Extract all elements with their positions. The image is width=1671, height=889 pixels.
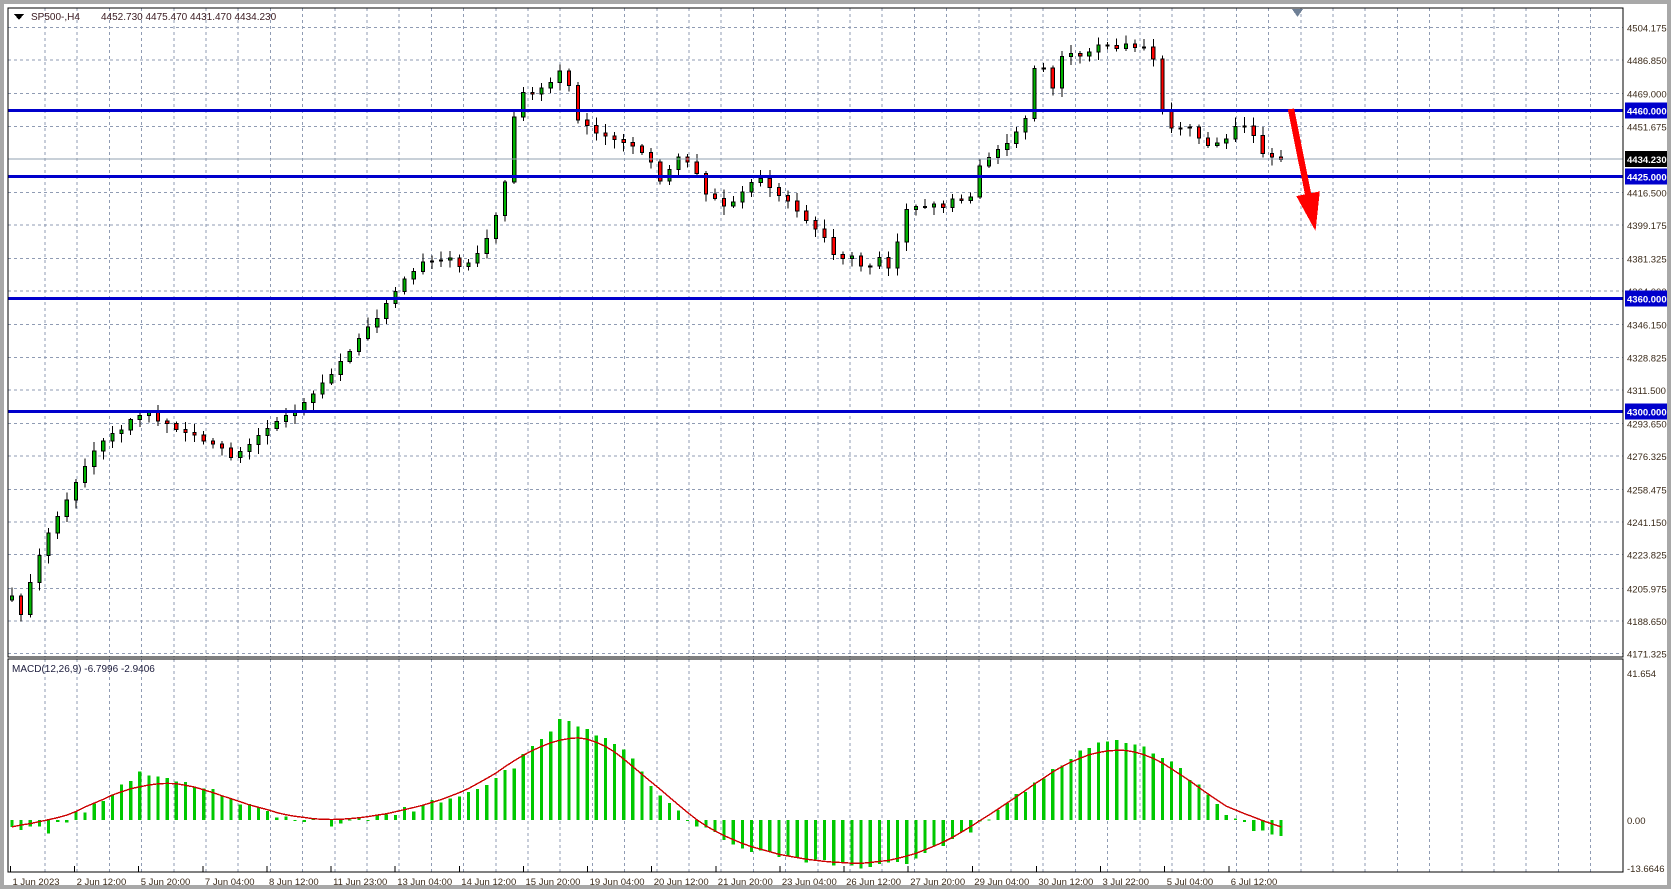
svg-text:4360.000: 4360.000 bbox=[1627, 295, 1667, 306]
svg-text:1 Jun 2023: 1 Jun 2023 bbox=[13, 877, 60, 885]
svg-text:-13.6646: -13.6646 bbox=[1627, 864, 1665, 875]
svg-text:5 Jun 20:00: 5 Jun 20:00 bbox=[141, 877, 191, 885]
svg-text:27 Jun 20:00: 27 Jun 20:00 bbox=[910, 877, 965, 885]
svg-text:4300.000: 4300.000 bbox=[1627, 407, 1667, 418]
svg-text:4504.175: 4504.175 bbox=[1627, 24, 1667, 35]
svg-text:2 Jun 12:00: 2 Jun 12:00 bbox=[77, 877, 127, 885]
svg-text:4416.500: 4416.500 bbox=[1627, 188, 1667, 199]
svg-text:4188.650: 4188.650 bbox=[1627, 617, 1667, 628]
svg-text:0.00: 0.00 bbox=[1627, 816, 1646, 827]
svg-text:4381.325: 4381.325 bbox=[1627, 255, 1667, 266]
svg-text:4311.500: 4311.500 bbox=[1627, 386, 1666, 397]
svg-text:30 Jun 12:00: 30 Jun 12:00 bbox=[1038, 877, 1093, 885]
svg-text:4399.175: 4399.175 bbox=[1627, 221, 1667, 232]
svg-text:20 Jun 12:00: 20 Jun 12:00 bbox=[654, 877, 709, 885]
svg-text:4241.150: 4241.150 bbox=[1627, 518, 1667, 529]
svg-text:4469.000: 4469.000 bbox=[1627, 90, 1667, 101]
svg-text:23 Jun 04:00: 23 Jun 04:00 bbox=[782, 877, 837, 885]
svg-text:4171.325: 4171.325 bbox=[1627, 649, 1667, 660]
svg-text:15 Jun 20:00: 15 Jun 20:00 bbox=[526, 877, 581, 885]
svg-text:14 Jun 12:00: 14 Jun 12:00 bbox=[461, 877, 516, 885]
svg-text:7 Jun 04:00: 7 Jun 04:00 bbox=[205, 877, 255, 885]
svg-text:SP500-,H4: SP500-,H4 bbox=[31, 12, 80, 23]
svg-text:4293.650: 4293.650 bbox=[1627, 419, 1667, 430]
svg-text:4276.325: 4276.325 bbox=[1627, 452, 1667, 463]
svg-text:4451.675: 4451.675 bbox=[1627, 122, 1667, 133]
svg-text:4425.000: 4425.000 bbox=[1627, 172, 1667, 183]
svg-text:4205.975: 4205.975 bbox=[1627, 584, 1667, 595]
svg-text:21 Jun 20:00: 21 Jun 20:00 bbox=[718, 877, 773, 885]
svg-text:4434.230: 4434.230 bbox=[1627, 155, 1667, 166]
svg-text:MACD(12,26,9) -6.7996 -2.9406: MACD(12,26,9) -6.7996 -2.9406 bbox=[12, 664, 155, 675]
svg-text:4258.475: 4258.475 bbox=[1627, 486, 1667, 497]
svg-text:29 Jun 04:00: 29 Jun 04:00 bbox=[974, 877, 1029, 885]
svg-text:4346.150: 4346.150 bbox=[1627, 321, 1667, 332]
svg-text:4452.730 4475.470 4431.470 443: 4452.730 4475.470 4431.470 4434.230 bbox=[101, 12, 277, 23]
svg-text:6 Jul 12:00: 6 Jul 12:00 bbox=[1231, 877, 1277, 885]
svg-text:4223.825: 4223.825 bbox=[1627, 551, 1667, 562]
svg-text:4460.000: 4460.000 bbox=[1627, 107, 1667, 118]
svg-text:41.654: 41.654 bbox=[1627, 669, 1656, 680]
svg-text:8 Jun 12:00: 8 Jun 12:00 bbox=[269, 877, 319, 885]
svg-text:4486.850: 4486.850 bbox=[1627, 56, 1667, 67]
svg-text:11 Jun 23:00: 11 Jun 23:00 bbox=[333, 877, 387, 885]
svg-text:13 Jun 04:00: 13 Jun 04:00 bbox=[397, 877, 452, 885]
svg-text:5 Jul 04:00: 5 Jul 04:00 bbox=[1167, 877, 1213, 885]
svg-text:26 Jun 12:00: 26 Jun 12:00 bbox=[846, 877, 901, 885]
svg-text:3 Jul 22:00: 3 Jul 22:00 bbox=[1103, 877, 1149, 885]
svg-text:4328.825: 4328.825 bbox=[1627, 353, 1667, 364]
svg-text:19 Jun 04:00: 19 Jun 04:00 bbox=[590, 877, 645, 885]
